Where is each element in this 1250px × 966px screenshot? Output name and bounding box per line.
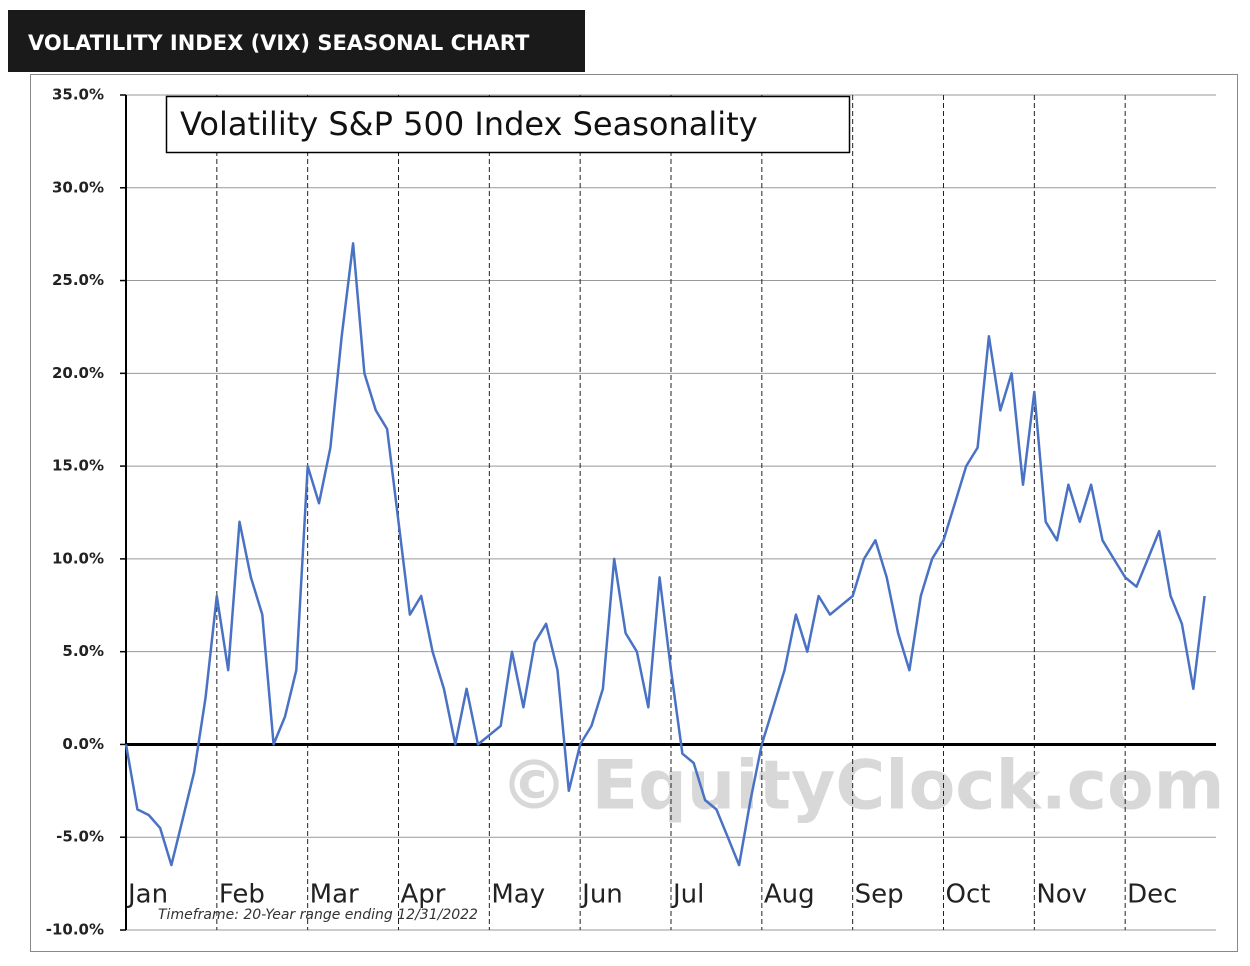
x-tick-label: Sep — [855, 880, 904, 910]
title-box — [165, 95, 851, 154]
y-tick-label: 15.0% — [52, 457, 104, 475]
x-tick-label: Oct — [946, 880, 991, 910]
x-tick-label: Jul — [671, 880, 704, 910]
y-tick-label: 0.0% — [62, 735, 104, 753]
x-tick-label: Nov — [1036, 880, 1087, 910]
y-tick-label: -5.0% — [56, 828, 104, 846]
y-tick-label: 10.0% — [52, 549, 104, 567]
header-box — [8, 10, 585, 72]
watermark: © EquityClock.com — [500, 747, 1225, 826]
y-tick-label: 5.0% — [62, 642, 104, 660]
x-tick-label: Jan — [126, 880, 168, 910]
x-tick-label: May — [491, 880, 545, 910]
y-tick-label: 35.0% — [52, 86, 104, 104]
header-title: VOLATILITY INDEX (VIX) SEASONAL CHART — [28, 31, 530, 55]
x-tick-label: Mar — [310, 880, 359, 910]
chart-title: Volatility S&P 500 Index Seasonality — [180, 105, 758, 143]
data-line — [124, 242, 1206, 867]
x-tick-label: Jun — [580, 880, 623, 910]
footnote: Timeframe: 20-Year range ending 12/31/20… — [158, 907, 478, 923]
x-tick-label: Aug — [764, 880, 815, 910]
chart-border — [30, 74, 1238, 952]
x-tick-label: Feb — [219, 880, 265, 910]
x-tick-label: Apr — [401, 880, 446, 910]
y-tick-label: 25.0% — [52, 271, 104, 289]
y-tick-label: 20.0% — [52, 364, 104, 382]
y-tick-label: -10.0% — [46, 921, 104, 939]
x-tick-label: Dec — [1127, 880, 1177, 910]
y-tick-label: 30.0% — [52, 178, 104, 196]
